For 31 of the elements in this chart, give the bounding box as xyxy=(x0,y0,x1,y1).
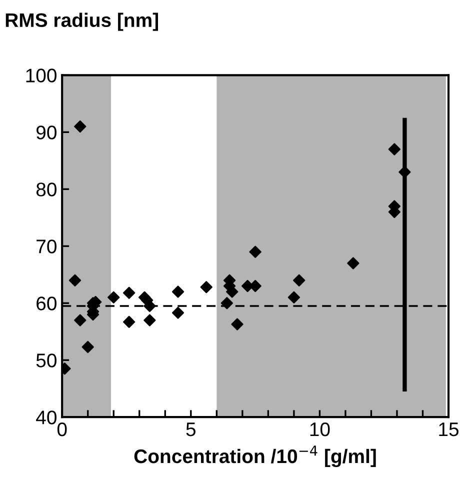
point xyxy=(74,120,86,133)
point xyxy=(288,291,300,304)
point xyxy=(123,286,136,299)
point xyxy=(293,274,306,286)
x-tick-label: 10 xyxy=(310,422,330,436)
point xyxy=(74,314,86,326)
point xyxy=(347,257,360,270)
point xyxy=(144,314,156,326)
point xyxy=(123,316,136,328)
x-tick-label: 0 xyxy=(57,422,67,436)
y-tick-label: 40 xyxy=(36,410,56,424)
y-tick-label: 80 xyxy=(36,182,56,196)
y-tick-label: 70 xyxy=(36,240,56,254)
point xyxy=(68,274,82,286)
x-tick-label: 5 xyxy=(186,422,196,436)
point xyxy=(200,281,212,294)
y-tick-label: 100 xyxy=(26,68,56,82)
point xyxy=(220,297,234,310)
y-axis-title: RMS radius [nm] xyxy=(6,12,158,31)
point xyxy=(231,318,244,330)
y-tick-label: 50 xyxy=(36,354,56,368)
x-axis-title: Concentration /10$^{−4}$ [g/ml] xyxy=(134,446,376,468)
point xyxy=(172,306,184,319)
y-tick-label: 60 xyxy=(36,296,56,310)
point xyxy=(388,143,400,156)
point xyxy=(172,286,184,298)
y-tick-label: 90 xyxy=(36,126,56,140)
x-tick-label: 15 xyxy=(439,422,458,436)
point xyxy=(82,340,94,354)
point xyxy=(249,246,262,258)
point xyxy=(108,291,120,304)
